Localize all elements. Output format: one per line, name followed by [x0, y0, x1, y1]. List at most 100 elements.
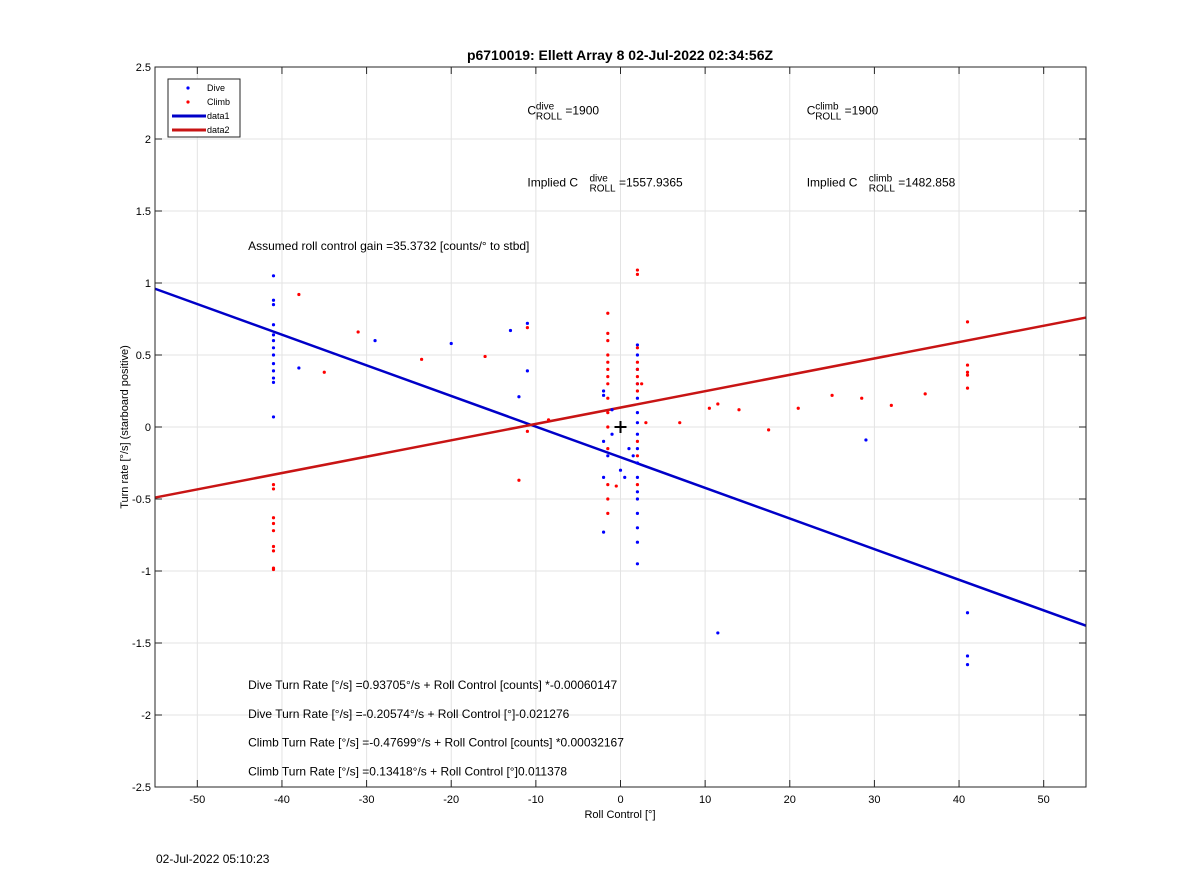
climb-point	[606, 396, 610, 400]
y-tick-label: -0.5	[132, 494, 151, 506]
data2-fit-line	[154, 316, 1087, 499]
dive-point	[610, 432, 614, 436]
annotation-subscript: ROLL	[590, 184, 617, 195]
dive-point	[601, 439, 606, 443]
axis-ticks: -50 -40 -30 -20 -10 0 10 20 30 40 50-2.5-2-1.5-1-0…	[132, 62, 1086, 806]
climb-point	[737, 408, 741, 412]
dive-point	[965, 654, 970, 658]
climb-point	[635, 360, 640, 364]
y-tick-label: 2	[145, 134, 151, 146]
y-tick-label: 1.5	[136, 206, 151, 218]
annotation-prefix: Implied	[527, 176, 569, 190]
annotation-base: C	[849, 176, 858, 190]
dive-point	[271, 376, 276, 380]
climb-point	[271, 529, 276, 533]
dive-point	[635, 421, 640, 425]
climb-point	[271, 483, 276, 487]
dive-point	[601, 389, 606, 393]
annotation-base: C	[569, 176, 578, 190]
climb-point	[606, 483, 610, 487]
dive-point	[610, 408, 614, 412]
dive-point	[635, 475, 640, 479]
y-tick-label: -1.5	[132, 638, 151, 650]
gain-annotation: Assumed roll control gain =35.3732 [coun…	[248, 239, 529, 253]
annotation-base: C	[527, 104, 536, 118]
climb-point	[606, 331, 610, 335]
dive-point	[297, 366, 301, 370]
climb-point	[635, 346, 640, 350]
legend-label: data1	[207, 111, 230, 121]
legend-marker-dive	[186, 86, 190, 90]
climb-point	[525, 429, 530, 433]
climb-point	[271, 544, 276, 549]
dive-point	[635, 432, 640, 436]
x-tick-label: -50	[189, 794, 205, 806]
climb-point	[483, 354, 487, 359]
dive-point	[601, 475, 606, 479]
dive-point	[606, 454, 610, 458]
eq4-annotation: Climb Turn Rate [°/s] =0.13418°/s + Roll…	[248, 764, 567, 778]
climb-point	[635, 375, 640, 379]
annotation-superscript: climb	[869, 174, 893, 185]
dive-point	[635, 511, 640, 515]
annotation-subscript: ROLL	[869, 184, 896, 195]
dive-point	[635, 490, 640, 494]
x-tick-label: 50	[1038, 794, 1050, 806]
climb-point	[965, 320, 970, 324]
dive-point	[449, 341, 453, 346]
dive-point	[635, 411, 640, 415]
climb-point	[606, 311, 610, 315]
dive-point	[864, 438, 868, 442]
x-tick-label: 40	[953, 794, 965, 806]
climb-point	[606, 353, 610, 357]
dive-point	[965, 663, 970, 667]
climb-point	[635, 454, 640, 458]
climb-point	[635, 367, 640, 371]
annotation-superscript: climb	[815, 102, 839, 113]
x-tick-label: -20	[443, 794, 459, 806]
chart-legend: Dive Climb data1 data2	[167, 78, 241, 138]
dive-point	[271, 323, 276, 327]
annotation-base: C	[807, 104, 816, 118]
eq1-annotation: Dive Turn Rate [°/s] =0.93705°/s + Roll …	[248, 678, 617, 692]
climb-point	[271, 567, 276, 572]
dive-point	[716, 631, 720, 635]
dive-point	[635, 447, 640, 451]
legend-label: Climb	[207, 97, 230, 107]
print-timestamp: 02-Jul-2022 05:10:23	[156, 852, 270, 866]
data-points	[271, 268, 970, 667]
climb-point	[606, 360, 610, 364]
climb-point	[678, 421, 682, 425]
climb-point	[606, 511, 610, 515]
legend-label: data2	[207, 125, 230, 135]
climb-point	[322, 370, 326, 374]
climb-point	[606, 382, 610, 386]
dive-point	[271, 353, 276, 357]
climb-point	[420, 357, 424, 361]
climb-point	[635, 268, 640, 272]
x-tick-label: -10	[528, 794, 544, 806]
climb-point	[707, 406, 711, 410]
climb-point	[606, 339, 610, 343]
annotation-superscript: dive	[590, 174, 609, 185]
y-tick-label: 2.5	[136, 62, 151, 74]
dive-point	[271, 298, 276, 302]
eq3-annotation: Climb Turn Rate [°/s] =-0.47699°/s + Rol…	[248, 736, 624, 750]
climb-point	[271, 516, 276, 520]
climb-point	[923, 392, 927, 396]
dive-point	[635, 497, 640, 501]
dive-point	[627, 447, 631, 451]
y-tick-label: -2.5	[132, 782, 151, 794]
data1-fit-line	[154, 287, 1087, 627]
dive-point	[635, 461, 640, 465]
climb-point	[517, 478, 521, 482]
climb-point	[606, 411, 610, 415]
y-tick-label: -1	[141, 566, 151, 578]
y-tick-label: 0.5	[136, 350, 151, 362]
dive-point	[635, 396, 640, 400]
climb-point	[644, 421, 648, 425]
legend-label: Dive	[207, 83, 225, 93]
